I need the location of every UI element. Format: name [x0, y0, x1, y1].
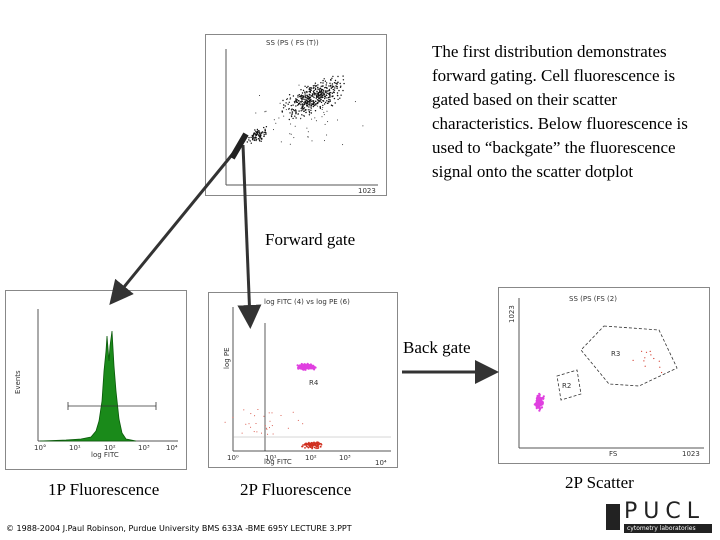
scatter-x-max: 1023 — [358, 187, 376, 195]
scatter-dots — [246, 75, 364, 146]
dot-xtick-2: 10² — [305, 454, 317, 462]
fluorescence-dotplot: log FITC (4) vs log PE (6) log PE log FI… — [208, 292, 398, 468]
dot-xtick-1: 10¹ — [265, 454, 277, 462]
hist-x-label: log FITC — [91, 451, 119, 459]
fluorescence-dotplot-svg: log FITC (4) vs log PE (6) log PE log FI… — [223, 298, 391, 467]
histogram-svg: Events 10° 10¹ 10² 10³ 10⁴ log FITC — [14, 309, 178, 459]
backgate-scatter-plot: SS (PS (FS (2) 1023 FS 1023 R3 R2 — [498, 287, 710, 464]
two-p-fluorescence-label: 2P Fluorescence — [240, 480, 352, 499]
dot-region-label: R4 — [309, 379, 319, 387]
backgate-region2: R2 — [562, 382, 571, 390]
magenta-cluster — [296, 362, 317, 371]
hist-tick-4: 10⁴ — [166, 444, 178, 452]
histogram-area — [39, 330, 137, 442]
hist-y-label: Events — [14, 370, 22, 394]
dot-x-label: log FITC — [264, 458, 292, 466]
scatter-title: SS (PS ( FS (T)) — [266, 39, 319, 47]
region-r3 — [580, 325, 678, 387]
two-p-scatter-label: 2P Scatter — [565, 473, 634, 492]
pucl-logo: PUCL cytometry laboratories — [606, 500, 712, 534]
hist-tick-1: 10¹ — [69, 444, 81, 452]
logo-subtext: cytometry laboratories — [624, 524, 712, 533]
back-gate-label: Back gate — [403, 338, 471, 357]
hist-tick-3: 10³ — [138, 444, 150, 452]
backgate-scatter-svg: SS (PS (FS (2) 1023 FS 1023 R3 R2 — [508, 295, 704, 458]
forward-gate-label: Forward gate — [265, 230, 356, 249]
backgate-title: SS (PS (FS (2) — [569, 295, 617, 303]
dot-xtick-0: 10⁰ — [227, 454, 239, 462]
red-cluster — [224, 409, 323, 450]
backgate-region3: R3 — [611, 350, 620, 358]
forward-scatter-svg: SS (PS ( FS (T)) 1023 — [225, 39, 378, 195]
forward-scatter-plot: SS (PS ( FS (T)) 1023 — [205, 34, 387, 196]
dot-title: log FITC (4) vs log PE (6) — [264, 298, 350, 306]
credit-line: © 1988-2004 J.Paul Robinson, Purdue Univ… — [6, 524, 352, 533]
description-text: The first distribution demonstrates forw… — [432, 42, 688, 181]
histogram-plot: Events 10° 10¹ 10² 10³ 10⁴ log FITC — [5, 290, 187, 470]
one-p-fluorescence-label: 1P Fluorescence — [48, 480, 160, 499]
backgate-y-max: 1023 — [508, 305, 516, 323]
dot-xtick-3: 10³ — [339, 454, 351, 462]
dot-y-label: log PE — [223, 347, 231, 369]
backgate-x-max: 1023 — [682, 450, 700, 458]
hist-tick-2: 10² — [104, 444, 116, 452]
backgate-x-label: FS — [609, 450, 618, 458]
backgate-magenta-cluster — [533, 350, 663, 412]
hist-tick-0: 10° — [34, 444, 46, 452]
logo-mark — [606, 504, 620, 530]
logo-text: PUCL — [624, 499, 705, 524]
dot-xtick-4: 10⁴ — [375, 459, 387, 467]
region-r2 — [556, 369, 582, 401]
